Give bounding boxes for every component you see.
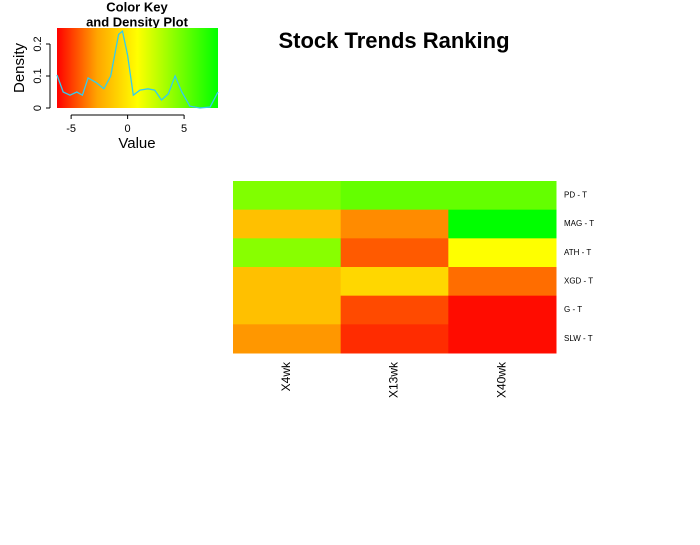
row-label: XGD - T — [564, 276, 593, 285]
heatmap-cell — [340, 209, 449, 239]
x-tick-label: -5 — [66, 123, 76, 135]
y-tick-label: 0.2 — [32, 36, 44, 51]
heatmap-cell — [340, 324, 449, 354]
heatmap-cell — [233, 181, 342, 211]
row-label: PD - T — [564, 190, 587, 199]
row-label: G - T — [564, 305, 582, 314]
heatmap-cell — [448, 209, 557, 239]
x-tick-label: 5 — [181, 123, 187, 135]
heatmap-cell — [448, 267, 557, 297]
heatmap-cell — [340, 181, 449, 211]
column-label: X13wk — [387, 361, 401, 398]
column-label: X40wk — [494, 361, 508, 398]
row-label: MAG - T — [564, 219, 594, 228]
y-tick-label: 0 — [32, 105, 44, 111]
heatmap-cell — [233, 209, 342, 239]
heatmap-cell — [233, 324, 342, 354]
heatmap-cell — [448, 324, 557, 354]
density-line — [56, 30, 219, 109]
key-x-label: Value — [118, 135, 155, 152]
heatmap-cell — [448, 238, 557, 268]
color-key — [57, 28, 218, 108]
x-tick-label: 0 — [125, 123, 131, 135]
column-label: X4wk — [279, 361, 293, 391]
heatmap-cell — [233, 238, 342, 268]
heatmap-cell — [448, 295, 557, 325]
heatmap-cell — [233, 267, 342, 297]
heatmap-cell — [233, 295, 342, 325]
key-title: and Density Plot — [86, 14, 189, 29]
heatmap-cell — [340, 295, 449, 325]
row-label: SLW - T — [564, 334, 593, 343]
y-tick-label: 0.1 — [32, 68, 44, 83]
row-label: ATH - T — [564, 248, 591, 257]
heatmap-cell — [340, 238, 449, 268]
heatmap-cell — [340, 267, 449, 297]
heatmap-cell — [448, 181, 557, 211]
key-title: Color Key — [106, 0, 168, 14]
chart-title: Stock Trends Ranking — [278, 28, 509, 53]
key-y-label: Density — [11, 42, 28, 93]
